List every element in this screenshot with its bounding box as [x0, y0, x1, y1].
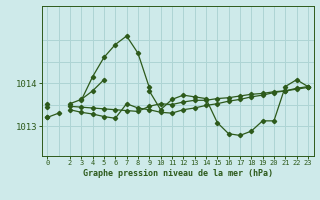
X-axis label: Graphe pression niveau de la mer (hPa): Graphe pression niveau de la mer (hPa)	[83, 169, 273, 178]
